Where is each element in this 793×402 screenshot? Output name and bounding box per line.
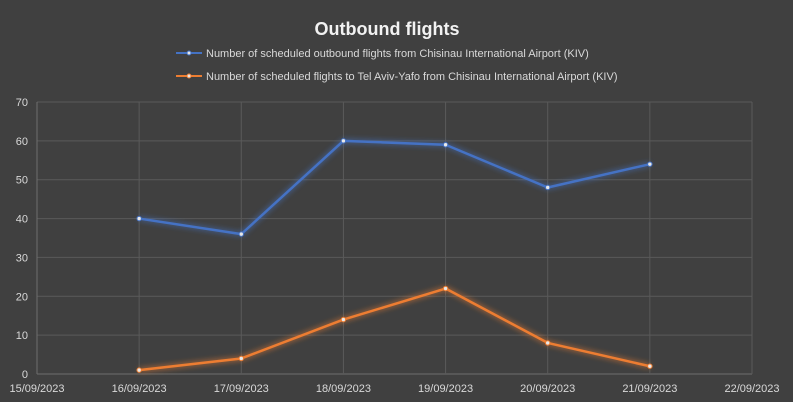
legend-label: Number of scheduled flights to Tel Aviv-… xyxy=(206,71,617,83)
y-tick-label: 30 xyxy=(16,252,28,264)
data-point xyxy=(647,161,653,167)
legend-marker xyxy=(186,50,192,56)
x-tick-label: 15/09/2023 xyxy=(9,383,64,395)
x-tick-label: 22/09/2023 xyxy=(724,383,779,395)
x-tick-label: 20/09/2023 xyxy=(520,383,575,395)
plot-lines xyxy=(136,138,653,373)
x-tick-label: 19/09/2023 xyxy=(418,383,473,395)
y-tick-label: 60 xyxy=(16,136,28,148)
series-line xyxy=(138,139,651,236)
y-tick-label: 50 xyxy=(16,175,28,187)
y-tick-label: 20 xyxy=(16,291,28,303)
x-axis-ticks: 15/09/2023 16/09/2023 17/09/2023 18/09/2023… xyxy=(9,383,779,395)
data-point xyxy=(647,363,653,369)
x-tick-label: 18/09/2023 xyxy=(316,383,371,395)
legend-label: Number of scheduled outbound flights fro… xyxy=(206,48,589,60)
data-point xyxy=(340,316,347,323)
data-point xyxy=(340,138,347,144)
data-point xyxy=(442,142,449,148)
data-point xyxy=(238,231,244,237)
y-tick-label: 10 xyxy=(16,330,28,342)
series-line xyxy=(139,287,651,372)
y-axis-ticks: 0 10 20 30 40 50 60 70 xyxy=(16,97,28,381)
data-point xyxy=(545,184,551,191)
x-tick-label: 17/09/2023 xyxy=(214,383,269,395)
data-point xyxy=(238,355,244,362)
x-tick-label: 21/09/2023 xyxy=(622,383,677,395)
x-tick-label: 16/09/2023 xyxy=(112,383,167,395)
legend: Number of scheduled outbound flights fro… xyxy=(176,48,617,83)
series-2 xyxy=(136,285,653,373)
grid xyxy=(36,101,753,375)
y-tick-label: 40 xyxy=(16,214,28,226)
chart-title: Outbound flights xyxy=(315,19,460,39)
data-point xyxy=(136,367,142,373)
y-tick-label: 0 xyxy=(22,369,28,381)
data-point xyxy=(545,340,551,346)
y-tick-label: 70 xyxy=(16,97,28,109)
data-point xyxy=(136,215,142,222)
series-1 xyxy=(136,138,653,237)
legend-marker xyxy=(186,73,192,79)
data-point xyxy=(442,285,449,292)
